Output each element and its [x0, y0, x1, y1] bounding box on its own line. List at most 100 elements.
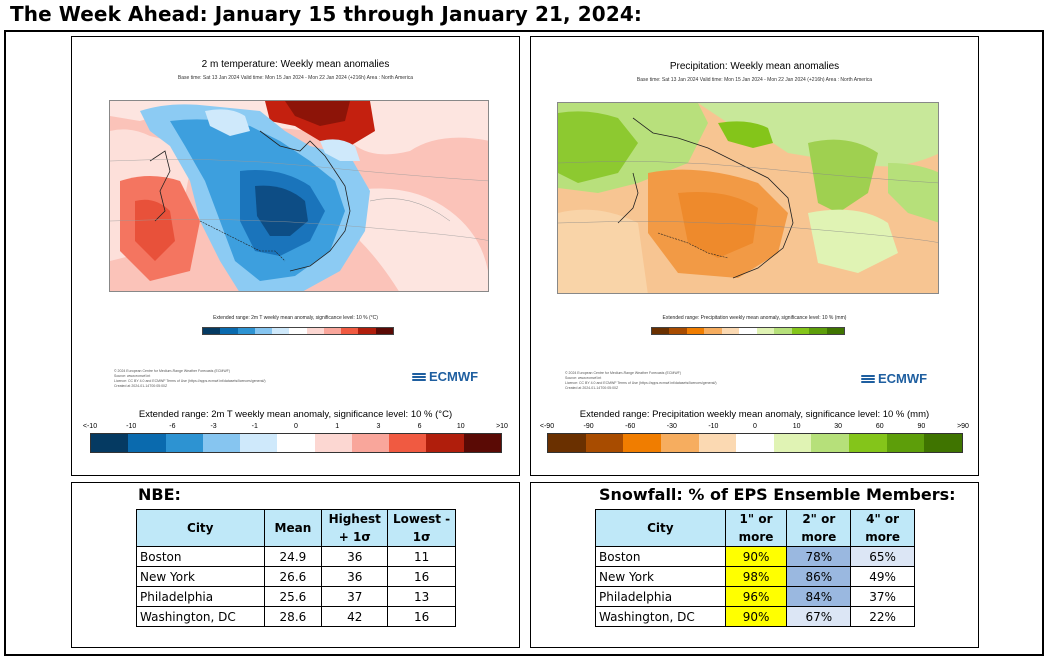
legend-tick-label: 90: [917, 423, 926, 430]
precipitation-mini-colorbar: [651, 327, 845, 335]
colorbar-swatch: [548, 434, 586, 452]
city-cell: Philadelphia: [595, 586, 726, 607]
legend-tick-label: -3: [210, 423, 217, 430]
snowfall-table: City 1" or more 2" or more 4" or more Bo…: [595, 509, 915, 627]
colorbar-swatch: [736, 434, 774, 452]
pct-2-inch-cell: 84%: [786, 586, 852, 607]
city-cell: New York: [595, 566, 726, 587]
precipitation-map-subtitle: Base time: Sat 13 Jan 2024 Valid time: M…: [636, 77, 873, 83]
colorbar-swatch: [756, 328, 775, 334]
colorbar-swatch: [389, 434, 427, 452]
colorbar-swatch: [849, 434, 887, 452]
pct-4-inch-cell: 65%: [850, 546, 915, 567]
colorbar-swatch: [351, 434, 390, 452]
pct-4-inch-cell: 49%: [850, 566, 915, 587]
ecmwf-logo: ECMWF: [861, 371, 927, 386]
colorbar-swatch: [323, 328, 342, 334]
temperature-anomaly-map: [109, 100, 489, 292]
temperature-mini-caption: Extended range: 2m T weekly mean anomaly…: [213, 315, 378, 321]
column-header-1-inch: 1" or more: [724, 509, 788, 547]
pct-4-inch-cell: 37%: [850, 586, 915, 607]
ecmwf-logo: ECMWF: [412, 369, 478, 384]
table-row: Philadelphia 25.6 37 13: [136, 586, 456, 607]
column-header-mean: Mean: [263, 509, 323, 547]
highest-cell: 36: [321, 566, 389, 587]
temperature-legend-caption: Extended range: 2m T weekly mean anomaly…: [138, 409, 453, 420]
temperature-map-subtitle: Base time: Sat 13 Jan 2024 Valid time: M…: [177, 75, 414, 81]
page-title: The Week Ahead: January 15 through Janua…: [10, 2, 642, 26]
legend-tick-label: 0: [753, 423, 757, 430]
legend-tick-label: >10: [496, 423, 508, 430]
legend-tick-label: 30: [834, 423, 843, 430]
colorbar-swatch: [277, 434, 315, 452]
colorbar-swatch: [704, 328, 722, 334]
colorbar-swatch: [698, 434, 737, 452]
city-cell: Washington, DC: [595, 606, 726, 627]
snowfall-title: Snowfall: % of EPS Ensemble Members:: [599, 485, 956, 504]
colorbar-swatch: [826, 328, 844, 334]
snowfall-panel: Snowfall: % of EPS Ensemble Members: Cit…: [530, 482, 979, 648]
legend-tick-label: -90: [583, 423, 594, 430]
colorbar-swatch: [660, 434, 699, 452]
colorbar-swatch: [289, 328, 307, 334]
ecmwf-logo-icon: [861, 374, 875, 384]
legend-tick-label: 0: [294, 423, 298, 430]
colorbar-swatch: [774, 328, 792, 334]
temperature-anomaly-panel: 2 m temperature: Weekly mean anomalies B…: [71, 36, 520, 476]
colorbar-swatch: [721, 328, 740, 334]
temperature-colorbar: [90, 433, 502, 453]
ecmwf-logo-icon: [412, 372, 426, 382]
colorbar-swatch: [306, 328, 324, 334]
temperature-legend-ticks: <-10 -10 -6 -3 -1 0 1 3 6 10 >10: [83, 423, 508, 433]
colorbar-swatch: [314, 434, 352, 452]
nbe-title: NBE:: [138, 485, 181, 504]
legend-tick-label: 1: [335, 423, 340, 430]
colorbar-swatch: [739, 328, 757, 334]
precipitation-anomaly-map: [557, 102, 939, 294]
colorbar-swatch: [669, 328, 687, 334]
city-cell: Boston: [136, 546, 265, 567]
table-header-row: City Mean Highest + 1σ Lowest - 1σ: [136, 509, 456, 547]
colorbar-swatch: [426, 434, 464, 452]
colorbar-swatch: [652, 328, 670, 334]
legend-tick-label: <-10: [82, 423, 98, 430]
colorbar-swatch: [341, 328, 359, 334]
column-header-city: City: [595, 509, 726, 547]
legend-tick-label: 6: [417, 423, 422, 430]
lowest-cell: 13: [387, 586, 456, 607]
city-cell: New York: [136, 566, 265, 587]
temperature-copyright: © 2024 European Centre for Medium-Range …: [114, 369, 266, 388]
mean-cell: 28.6: [263, 606, 323, 627]
table-row: Philadelphia 96% 84% 37%: [595, 586, 915, 607]
pct-1-inch-cell: 90%: [724, 546, 788, 567]
highest-cell: 42: [321, 606, 389, 627]
colorbar-swatch: [165, 434, 203, 452]
legend-tick-label: >90: [957, 423, 969, 430]
pct-4-inch-cell: 22%: [850, 606, 915, 627]
pct-1-inch-cell: 96%: [724, 586, 788, 607]
precipitation-legend-caption: Extended range: Precipitation weekly mea…: [579, 409, 930, 420]
legend-tick-label: -10: [708, 423, 719, 430]
table-row: Boston 24.9 36 11: [136, 546, 456, 567]
table-row: Boston 90% 78% 65%: [595, 546, 915, 567]
pct-1-inch-cell: 90%: [724, 606, 788, 627]
legend-tick-label: -30: [666, 423, 677, 430]
legend-tick-label: <-90: [539, 423, 555, 430]
mean-cell: 26.6: [263, 566, 323, 587]
colorbar-swatch: [811, 434, 850, 452]
legend-tick-label: 10: [456, 423, 465, 430]
precipitation-anomaly-panel: Precipitation: Weekly mean anomalies Bas…: [530, 36, 979, 476]
table-row: New York 98% 86% 49%: [595, 566, 915, 587]
temperature-map-title: 2 m temperature: Weekly mean anomalies: [201, 59, 390, 70]
colorbar-swatch: [254, 328, 273, 334]
colorbar-swatch: [686, 328, 705, 334]
legend-tick-label: -60: [625, 423, 636, 430]
column-header-city: City: [136, 509, 265, 547]
table-row: Washington, DC 28.6 42 16: [136, 606, 456, 627]
precipitation-colorbar: [547, 433, 963, 453]
pct-2-inch-cell: 67%: [786, 606, 852, 627]
lowest-cell: 16: [387, 566, 456, 587]
colorbar-swatch: [585, 434, 624, 452]
column-header-highest: Highest + 1σ: [321, 509, 389, 547]
colorbar-swatch: [272, 328, 290, 334]
